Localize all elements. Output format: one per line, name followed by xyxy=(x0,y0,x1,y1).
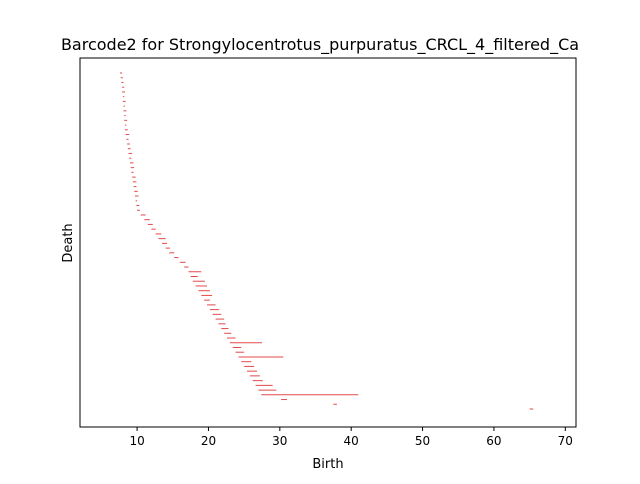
x-tick-label: 60 xyxy=(486,434,501,448)
chart-title: Barcode2 for Strongylocentrotus_purpurat… xyxy=(61,35,579,55)
y-axis-label: Death xyxy=(61,223,76,262)
x-axis-ticks: 10 20 30 40 50 60 70 xyxy=(129,427,573,448)
plot-frame xyxy=(79,57,577,428)
x-axis-label: Birth xyxy=(312,457,343,472)
x-tick-label: 10 xyxy=(129,434,144,448)
barcode-bars xyxy=(119,72,534,410)
x-tick-label: 30 xyxy=(272,434,287,448)
x-tick-label: 50 xyxy=(415,434,430,448)
x-tick-label: 20 xyxy=(201,434,216,448)
x-tick-label: 70 xyxy=(558,434,573,448)
x-tick-label: 40 xyxy=(344,434,359,448)
